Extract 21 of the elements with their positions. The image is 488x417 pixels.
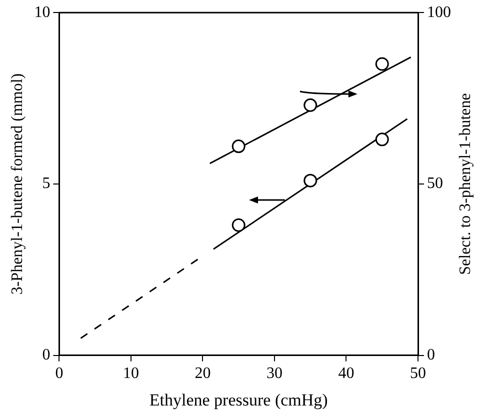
point xyxy=(375,57,389,71)
x-tick-label: 20 xyxy=(194,365,211,382)
point xyxy=(232,218,246,232)
y-tick-label: 10 xyxy=(34,4,50,21)
x-tick-label: 30 xyxy=(266,365,282,382)
point xyxy=(304,174,318,188)
y2-tick-label: 0 xyxy=(427,346,435,364)
x-tick-label: 40 xyxy=(338,365,354,382)
point xyxy=(304,98,318,112)
x-tick-label: 0 xyxy=(55,365,64,382)
y2-axis-title: Select. to 3-phenyl-1-butene xyxy=(457,93,474,275)
y-tick-label: 5 xyxy=(42,175,50,192)
x-tick-label: 10 xyxy=(122,365,139,382)
y2-tick-label: 50 xyxy=(427,175,443,192)
y-axis-title: 3-Phenyl-1-butene formed (mmol) xyxy=(8,73,26,295)
x-tick-label: 50 xyxy=(410,365,426,382)
y-tick-label: 0 xyxy=(42,346,50,364)
point xyxy=(232,140,246,154)
point xyxy=(375,132,389,146)
y2-tick-label: 100 xyxy=(427,4,451,21)
x-axis-title: Ethylene pressure (cmHg) xyxy=(149,390,328,410)
